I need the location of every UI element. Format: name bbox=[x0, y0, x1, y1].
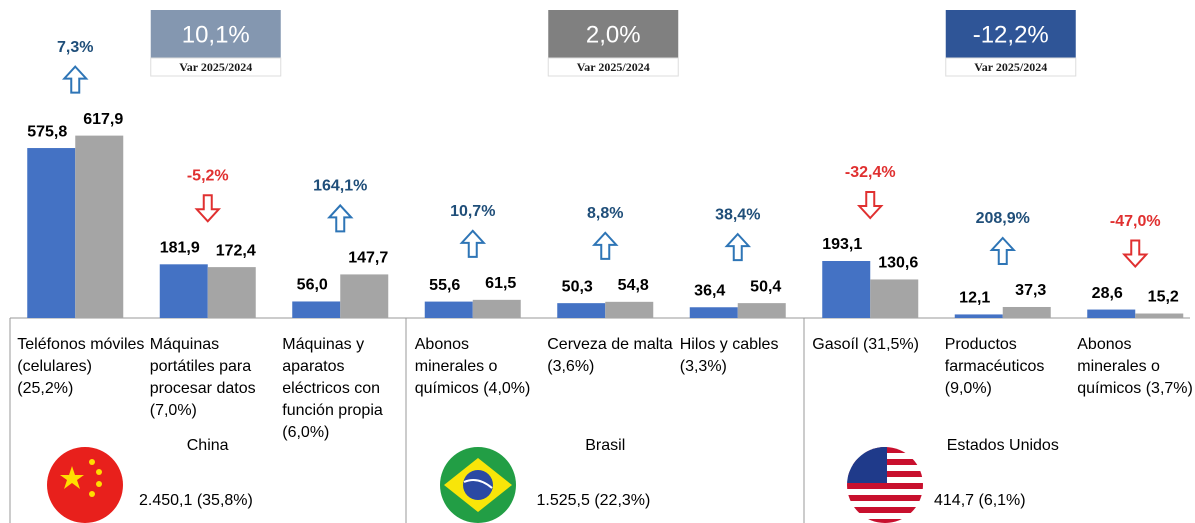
bar bbox=[75, 135, 124, 318]
bar bbox=[822, 261, 871, 318]
bar bbox=[870, 279, 919, 318]
value-label: 50,3 bbox=[562, 278, 593, 295]
change-label: -47,0% bbox=[1110, 213, 1161, 230]
var-label: 10,1% bbox=[182, 21, 250, 48]
change-arrow bbox=[326, 203, 354, 233]
value-label: 575,8 bbox=[27, 123, 67, 140]
value-label: 54,8 bbox=[618, 277, 649, 294]
country-name: Estados Unidos bbox=[946, 437, 1059, 454]
value-label: 28,6 bbox=[1092, 285, 1123, 302]
bar bbox=[207, 267, 256, 318]
bar bbox=[472, 299, 521, 318]
value-label: 55,6 bbox=[429, 277, 460, 294]
bar bbox=[737, 303, 786, 318]
flag-brazil bbox=[440, 447, 516, 523]
category-label: Cerveza de malta (3,6%) bbox=[547, 336, 673, 375]
value-label: 61,5 bbox=[485, 275, 516, 292]
change-arrow bbox=[856, 191, 884, 220]
value-label: 130,6 bbox=[878, 255, 918, 272]
bar bbox=[557, 303, 606, 318]
country-total: 2.450,1 (35,8%) bbox=[139, 492, 253, 509]
value-label: 15,2 bbox=[1148, 289, 1179, 306]
bar bbox=[292, 301, 341, 318]
var-caption: Var 2025/2024 bbox=[179, 60, 252, 74]
change-label: 38,4% bbox=[715, 206, 760, 223]
var-caption-box bbox=[547, 57, 679, 77]
value-label: 12,1 bbox=[959, 290, 990, 307]
bar bbox=[27, 148, 76, 318]
category-label: Teléfonos móviles (celulares) (25,2%) bbox=[17, 336, 145, 397]
var-caption: Var 2025/2024 bbox=[974, 60, 1047, 74]
country-total: 414,7 (6,1%) bbox=[934, 492, 1026, 509]
value-label: 56,0 bbox=[297, 277, 328, 294]
var-box bbox=[548, 10, 679, 58]
change-arrow bbox=[1121, 239, 1149, 269]
bar bbox=[159, 264, 208, 318]
change-arrow bbox=[989, 236, 1017, 265]
change-arrow bbox=[61, 65, 89, 94]
change-label: 10,7% bbox=[450, 203, 495, 220]
value-label: 181,9 bbox=[160, 240, 200, 257]
change-label: 8,8% bbox=[587, 205, 623, 222]
country-name: Brasil bbox=[585, 437, 626, 454]
value-label: 172,4 bbox=[216, 242, 256, 259]
var-box bbox=[150, 10, 281, 58]
var-label: -12,2% bbox=[973, 21, 1049, 48]
category-label: Gasoíl (31,5%) bbox=[812, 336, 919, 353]
var-caption-box bbox=[150, 57, 282, 77]
flag-usa bbox=[847, 447, 923, 523]
bar bbox=[954, 314, 1003, 318]
category-label: Productos farmacéuticos (9,0%) bbox=[944, 336, 1045, 397]
change-label: -5,2% bbox=[187, 168, 229, 185]
value-label: 50,4 bbox=[750, 278, 781, 295]
country-name: China bbox=[186, 437, 229, 454]
category-label: Abonos minerales o químicos (4,0%) bbox=[414, 336, 531, 397]
var-box bbox=[945, 10, 1076, 58]
bar bbox=[424, 301, 473, 318]
flag-china bbox=[47, 447, 123, 523]
var-caption: Var 2025/2024 bbox=[577, 60, 650, 74]
bar bbox=[1087, 309, 1136, 318]
change-label: 208,9% bbox=[976, 210, 1030, 227]
category-label: Hilos y cables (3,3%) bbox=[679, 336, 779, 375]
bar bbox=[689, 307, 738, 318]
change-arrow bbox=[724, 232, 752, 262]
value-label: 37,3 bbox=[1015, 282, 1046, 299]
change-label: -32,4% bbox=[845, 164, 896, 181]
bar bbox=[605, 301, 654, 318]
category-label: Abonos minerales o químicos (3,7%) bbox=[1077, 336, 1193, 397]
bar bbox=[1002, 306, 1051, 318]
value-label: 36,4 bbox=[694, 282, 725, 299]
category-label: Máquinas y aparatos eléctricos con funci… bbox=[282, 336, 383, 441]
value-label: 617,9 bbox=[83, 111, 123, 128]
change-arrow bbox=[194, 194, 222, 223]
value-label: 193,1 bbox=[822, 236, 862, 253]
bar bbox=[340, 274, 389, 318]
change-label: 164,1% bbox=[313, 178, 367, 195]
change-label: 7,3% bbox=[57, 39, 93, 56]
var-caption-box bbox=[945, 57, 1077, 77]
value-label: 147,7 bbox=[348, 250, 388, 267]
category-label: Máquinas portátiles para procesar datos … bbox=[149, 336, 256, 419]
change-arrow bbox=[591, 231, 619, 260]
var-label: 2,0% bbox=[586, 21, 641, 48]
bar bbox=[1135, 313, 1184, 318]
country-total: 1.525,5 (22,3%) bbox=[536, 492, 651, 509]
change-arrow bbox=[459, 229, 487, 258]
